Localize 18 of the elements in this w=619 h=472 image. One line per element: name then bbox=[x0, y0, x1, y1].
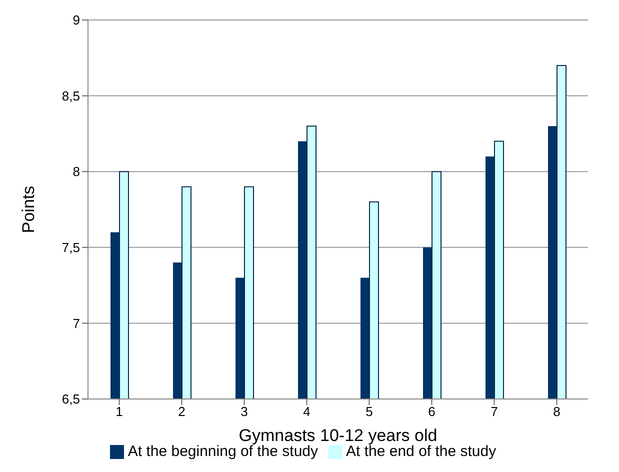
y-tick-label: 8 bbox=[72, 164, 80, 180]
x-tick-label: 7 bbox=[490, 404, 498, 420]
y-tick-label: 7 bbox=[72, 316, 80, 331]
x-tick-label: 4 bbox=[303, 404, 310, 420]
x-tick-label: 8 bbox=[553, 404, 560, 420]
x-tick-label: 3 bbox=[240, 404, 248, 420]
x-tick-label: 6 bbox=[428, 404, 436, 420]
x-axis-title: Gymnasts 10-12 years old bbox=[238, 426, 438, 445]
y-tick-label: 8,5 bbox=[62, 88, 80, 104]
legend-label: At the beginning of the study bbox=[128, 443, 318, 460]
x-tick-label: 5 bbox=[366, 404, 373, 420]
x-tick-label: 1 bbox=[116, 404, 123, 420]
y-tick-label: 6,5 bbox=[62, 392, 80, 407]
x-tick-label: 2 bbox=[178, 404, 186, 420]
y-tick-label: 7,5 bbox=[62, 240, 80, 256]
y-axis-title: Points bbox=[19, 186, 38, 234]
legend-label: At the end of the study bbox=[346, 443, 496, 460]
y-tick-label: 9 bbox=[72, 12, 80, 28]
